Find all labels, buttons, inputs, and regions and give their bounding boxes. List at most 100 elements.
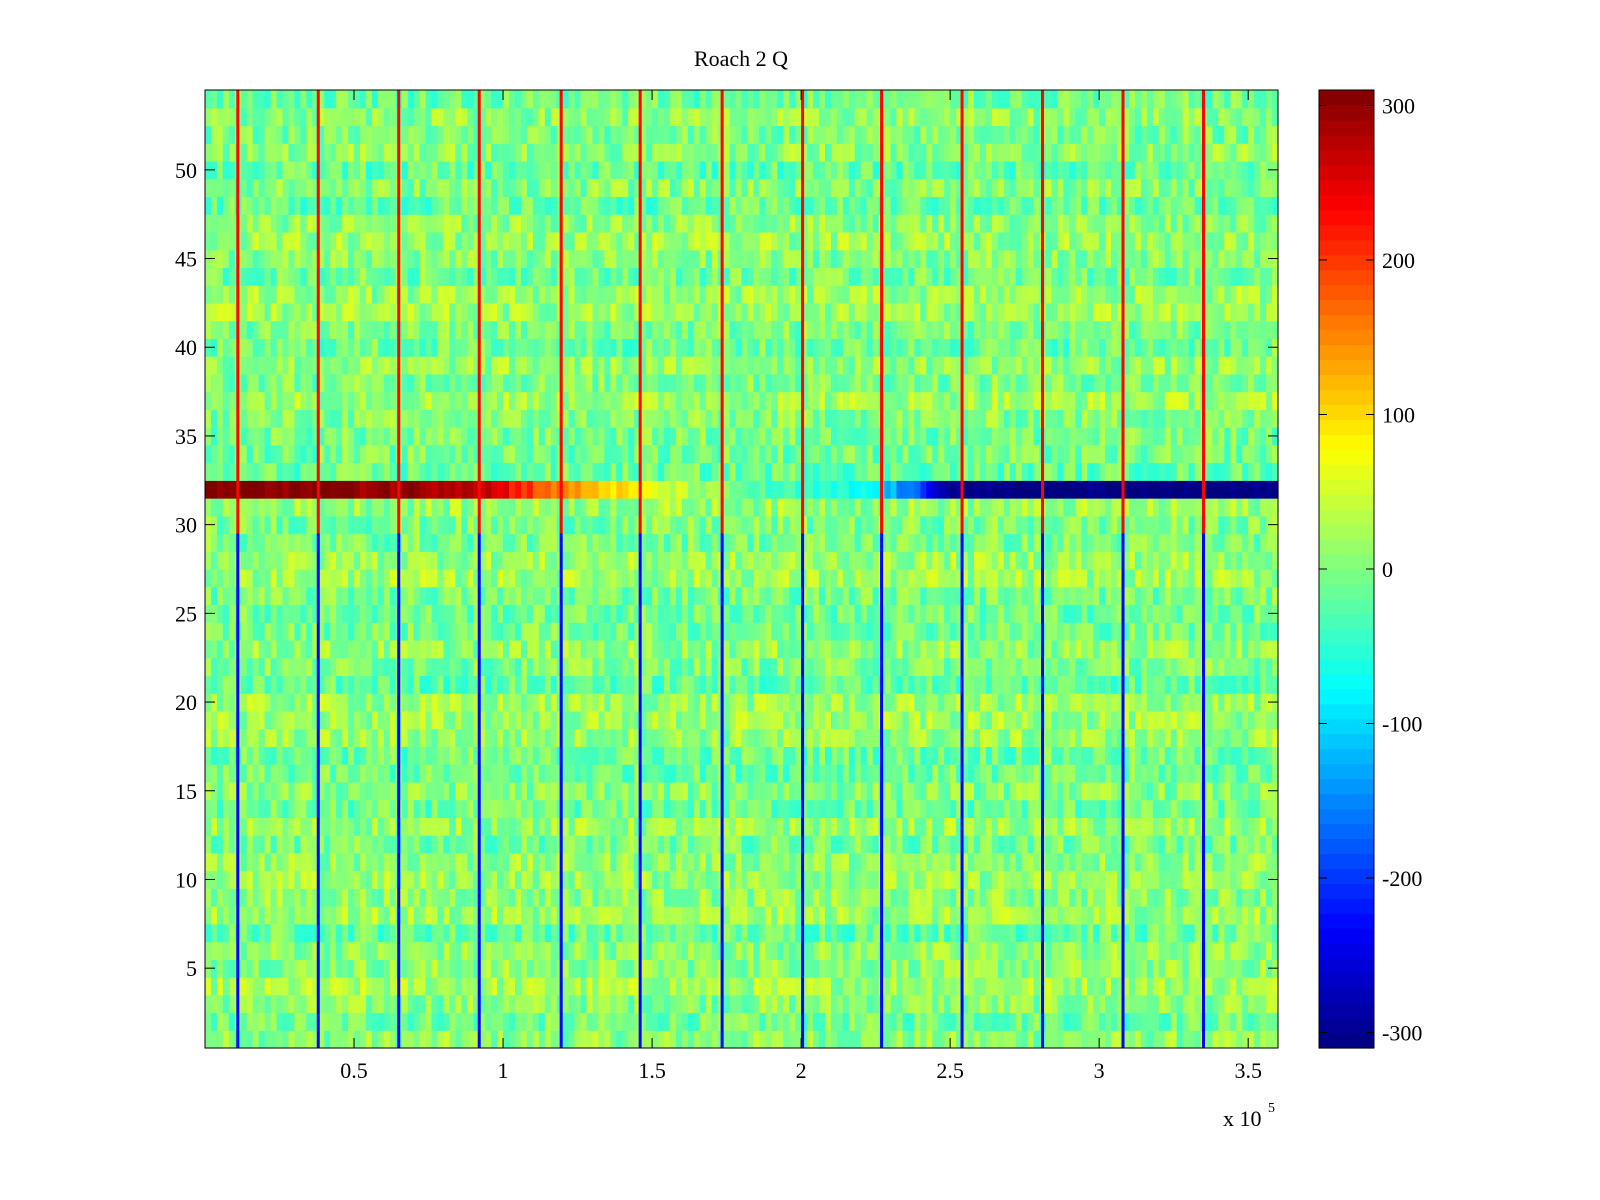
heatmap-cell <box>574 693 582 712</box>
heatmap-cell <box>425 870 433 889</box>
heatmap-cell <box>658 977 665 996</box>
heatmap-cell <box>628 906 635 925</box>
heatmap-cell <box>526 799 534 818</box>
heatmap-cell <box>1182 906 1190 925</box>
heatmap-cell <box>1146 817 1154 836</box>
heatmap-cell <box>497 923 504 943</box>
heatmap-cell <box>1134 622 1142 641</box>
heatmap-cell <box>705 604 713 623</box>
heatmap-cell <box>1051 888 1059 907</box>
heatmap-cell <box>1045 888 1053 907</box>
heatmap-cell <box>491 551 498 570</box>
heatmap-cell <box>371 693 379 712</box>
heatmap-cell <box>473 639 480 659</box>
heatmap-cell <box>944 639 951 659</box>
heatmap-cell <box>270 604 278 623</box>
heatmap-cell <box>544 923 552 943</box>
heatmap-cell <box>753 1012 760 1031</box>
heatmap-cell <box>1212 994 1219 1014</box>
heatmap-cell <box>449 852 456 872</box>
heatmap-cell <box>652 906 659 925</box>
heatmap-cell <box>616 817 623 836</box>
heatmap-cell <box>741 799 749 818</box>
heatmap-cell <box>431 835 439 854</box>
heatmap-cell <box>1212 693 1219 712</box>
heatmap-cell <box>1152 870 1160 889</box>
heatmap-cell <box>1254 746 1261 765</box>
heatmap-cell <box>592 764 600 783</box>
heatmap-cell <box>562 675 570 694</box>
heatmap-cell <box>544 604 552 623</box>
heatmap-cell <box>634 870 641 889</box>
heatmap-cell <box>735 1012 743 1031</box>
heatmap-cell <box>1152 941 1160 960</box>
heatmap-cell <box>467 639 474 659</box>
heatmap-cell <box>1051 852 1059 872</box>
heatmap-cell <box>1015 604 1023 623</box>
heatmap-cell <box>592 657 600 677</box>
heatmap-cell <box>789 746 796 765</box>
heatmap-cell <box>497 799 504 818</box>
heatmap-cell <box>997 959 1005 978</box>
heatmap-cell <box>872 639 880 659</box>
heatmap-cell <box>276 923 284 943</box>
heatmap-cell <box>246 604 254 623</box>
heatmap-cell <box>377 870 385 889</box>
heatmap-cell <box>324 799 331 818</box>
heatmap-cell <box>818 941 826 960</box>
heatmap-cell <box>1152 710 1160 730</box>
heatmap-cell <box>956 835 963 854</box>
heatmap-cell <box>354 781 361 801</box>
heatmap-cell <box>461 906 468 925</box>
heatmap-cell <box>550 888 558 907</box>
heatmap-cell <box>747 994 755 1014</box>
heatmap-cell <box>1069 977 1076 996</box>
heatmap-cell <box>634 835 641 854</box>
heatmap-cell <box>616 657 623 677</box>
heatmap-cell <box>753 675 760 694</box>
heatmap-cell <box>687 675 695 694</box>
heatmap-cell <box>991 906 999 925</box>
heatmap-cell <box>681 923 689 943</box>
heatmap-cell <box>443 870 450 889</box>
heatmap-cell <box>675 923 683 943</box>
heatmap-cell <box>669 852 677 872</box>
heatmap-cell <box>1254 639 1261 659</box>
heatmap-cell <box>568 746 576 765</box>
heatmap-cell <box>473 959 480 978</box>
heatmap-cell <box>902 728 910 748</box>
heatmap-cell <box>640 994 647 1014</box>
heatmap-cell <box>1206 977 1214 996</box>
heatmap-cell <box>699 870 707 889</box>
heatmap-cell <box>842 622 850 641</box>
heatmap-cell <box>276 994 284 1014</box>
heatmap-cell <box>1117 622 1124 641</box>
heatmap-cell <box>354 639 361 659</box>
heatmap-cell <box>991 852 999 872</box>
heatmap-cell <box>711 1012 719 1031</box>
heatmap-cell <box>842 852 850 872</box>
heatmap-cell <box>646 941 653 960</box>
heatmap-cell <box>920 764 927 783</box>
heatmap-cell <box>1188 693 1196 712</box>
heatmap-cell <box>622 710 629 730</box>
heatmap-cell <box>342 710 349 730</box>
heatmap-cell <box>318 888 325 907</box>
heatmap-cell <box>675 1012 683 1031</box>
heatmap-cell <box>628 675 635 694</box>
heatmap-cell <box>282 781 290 801</box>
heatmap-cell <box>228 941 236 960</box>
heatmap-cell <box>1170 781 1178 801</box>
heatmap-cell <box>1021 746 1029 765</box>
heatmap-cell <box>1111 870 1118 889</box>
heatmap-cell <box>711 941 719 960</box>
heatmap-cell <box>866 852 874 872</box>
heatmap-cell <box>622 835 629 854</box>
heatmap-cell <box>973 1030 981 1049</box>
heatmap-cell <box>479 657 486 677</box>
heatmap-cell <box>1057 852 1064 872</box>
heatmap-cell <box>288 906 296 925</box>
heatmap-cell <box>401 1012 409 1031</box>
heatmap-cell <box>747 604 755 623</box>
heatmap-cell <box>449 586 456 606</box>
